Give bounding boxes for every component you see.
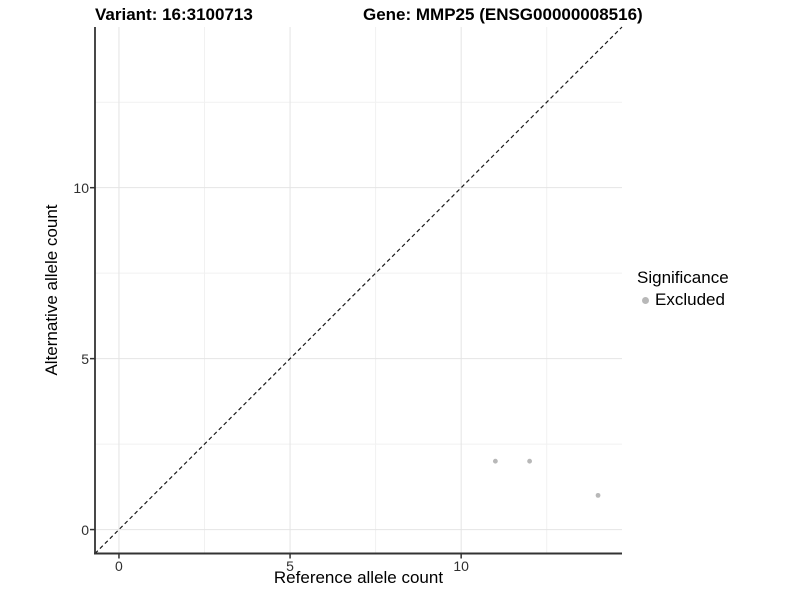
x-axis-title: Reference allele count [273, 568, 444, 587]
y-tick-label: 0 [81, 521, 89, 538]
gene-title: Gene: MMP25 (ENSG00000008516) [363, 5, 643, 24]
legend-item-label: Excluded [655, 290, 725, 309]
y-tick-label: 10 [73, 179, 89, 196]
identity-line [94, 26, 623, 554]
data-point [527, 458, 533, 464]
x-tick-label: 5 [286, 558, 294, 574]
y-tick-label: 5 [81, 350, 89, 367]
variant-title: Variant: 16:3100713 [95, 5, 253, 24]
legend-item-excluded: Excluded [642, 290, 729, 310]
excluded-point-marker [642, 296, 649, 304]
legend-title: Significance [637, 268, 729, 287]
x-tick-label: 0 [115, 558, 123, 574]
x-tick-label: 10 [453, 558, 469, 574]
data-point [492, 458, 498, 464]
data-point [595, 492, 601, 498]
legend: Significance Excluded [637, 268, 729, 310]
